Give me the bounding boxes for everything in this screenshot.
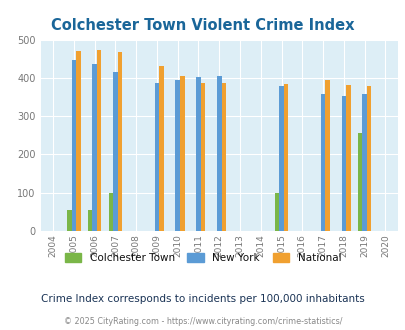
Bar [87,210,92,231]
Legend: Colchester Town, New York, National: Colchester Town, New York, National [60,249,345,267]
Bar [341,96,345,231]
Bar [345,85,350,231]
Bar [113,72,117,231]
Bar [97,50,101,231]
Text: © 2025 CityRating.com - https://www.cityrating.com/crime-statistics/: © 2025 CityRating.com - https://www.city… [64,317,341,326]
Bar [221,83,226,231]
Bar [283,84,288,231]
Bar [274,193,279,231]
Bar [196,78,200,231]
Bar [175,80,179,231]
Bar [324,80,329,231]
Bar [67,210,71,231]
Bar [357,133,362,231]
Text: Colchester Town Violent Crime Index: Colchester Town Violent Crime Index [51,18,354,33]
Bar [76,51,81,231]
Bar [216,76,221,231]
Bar [179,76,184,231]
Bar [200,83,205,231]
Bar [154,83,159,231]
Bar [159,66,163,231]
Bar [71,60,76,231]
Text: Crime Index corresponds to incidents per 100,000 inhabitants: Crime Index corresponds to incidents per… [41,294,364,304]
Bar [92,64,97,231]
Bar [366,86,371,231]
Bar [320,94,324,231]
Bar [117,52,122,231]
Bar [362,94,366,231]
Bar [108,193,113,231]
Bar [279,85,283,231]
